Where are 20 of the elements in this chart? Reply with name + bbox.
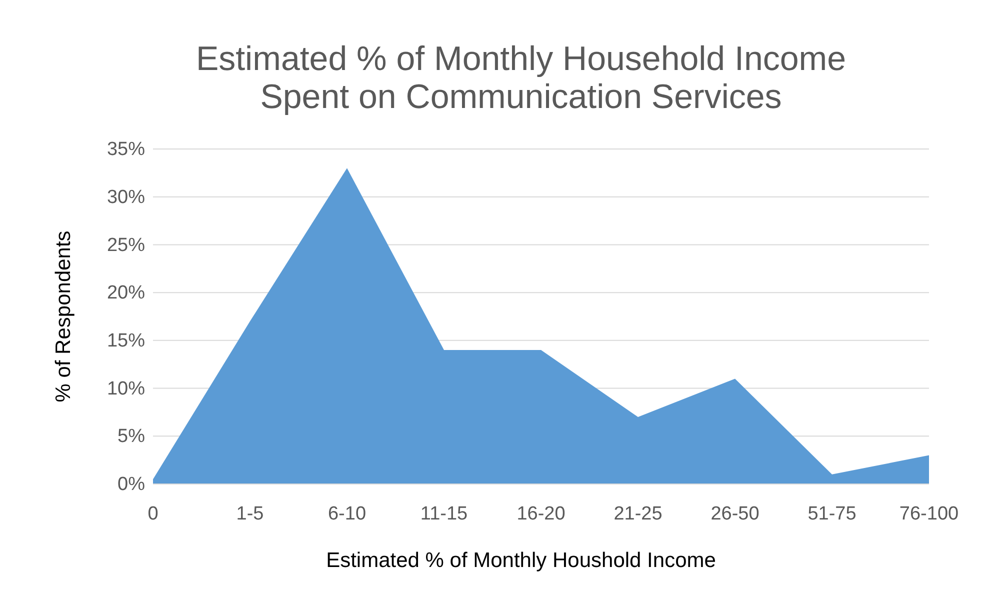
y-tick-label: 20% [106, 282, 146, 304]
y-tick-label: 30% [106, 186, 146, 208]
chart-title: Estimated % of Monthly Household Income Spent on Communication Services [196, 40, 846, 116]
x-tick-label: 26-50 [710, 503, 760, 524]
x-tick-label: 0 [148, 503, 158, 524]
x-tick-label: 11-15 [420, 503, 468, 524]
y-tick-label: 35% [106, 139, 146, 160]
x-tick-label: 51-75 [808, 503, 856, 524]
y-tick-label: 10% [106, 378, 146, 400]
x-tick-label: 76-100 [899, 503, 959, 524]
y-tick-label: 15% [106, 330, 146, 352]
y-tick-label: 25% [106, 234, 146, 256]
x-axis-title: Estimated % of Monthly Houshold Income [326, 549, 716, 572]
x-tick-label: 16-20 [516, 503, 566, 524]
x-tick-label: 21-25 [614, 503, 662, 524]
y-tick-label: 0% [118, 474, 146, 496]
x-tick-label: 6-10 [328, 503, 366, 524]
y-tick-label: 5% [118, 426, 146, 448]
x-tick-label: 1-5 [236, 503, 264, 524]
y-axis-title: % of Respondents [52, 230, 75, 402]
